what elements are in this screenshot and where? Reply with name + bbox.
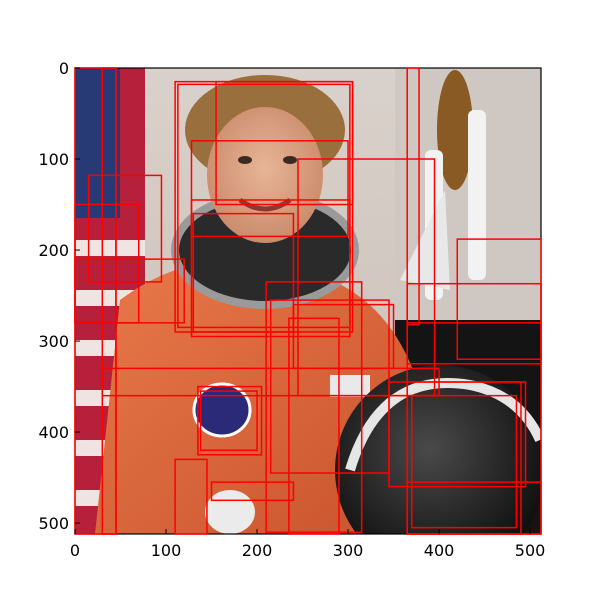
bounding-box-11 (74, 258, 185, 324)
bounding-box-16 (265, 281, 363, 533)
bounding-box-10 (192, 212, 295, 333)
glove-image-region (205, 490, 255, 534)
x-tick-label: 200 (242, 541, 273, 560)
bounding-box-29 (406, 322, 542, 535)
y-tick-label: 100 (38, 150, 69, 169)
x-tick-label: 300 (333, 541, 364, 560)
bounding-box-23 (174, 458, 208, 535)
face-image-region (207, 107, 323, 243)
x-tick-label: 0 (70, 541, 80, 560)
y-tick-label: 400 (38, 423, 69, 442)
bounding-box-7 (87, 174, 163, 283)
bounding-box-21 (197, 385, 263, 456)
bounding-box-18 (288, 317, 340, 535)
x-tick-label: 500 (515, 541, 546, 560)
x-axis: 0 100 200 300 400 500 (70, 529, 545, 560)
bounding-box-5 (190, 140, 349, 238)
y-axis: 0 100 200 300 400 500 (38, 59, 80, 533)
bounding-box-24 (210, 481, 295, 502)
x-tick-label: 100 (151, 541, 182, 560)
bounding-boxes (74, 67, 542, 535)
y-tick-label: 0 (59, 59, 69, 78)
y-tick-label: 200 (38, 241, 69, 260)
bounding-box-27 (411, 394, 518, 529)
bounding-box-12 (406, 67, 420, 326)
y-tick-label: 300 (38, 332, 69, 351)
y-tick-label: 500 (38, 514, 69, 533)
mission-patch-image-region (192, 382, 252, 438)
astronaut-photo (75, 68, 541, 534)
name-tag-image-region (330, 375, 370, 397)
x-tick-label: 400 (424, 541, 455, 560)
bounding-box-4 (215, 80, 354, 206)
bounding-box-1 (101, 67, 117, 535)
bounding-box-22 (199, 390, 258, 452)
